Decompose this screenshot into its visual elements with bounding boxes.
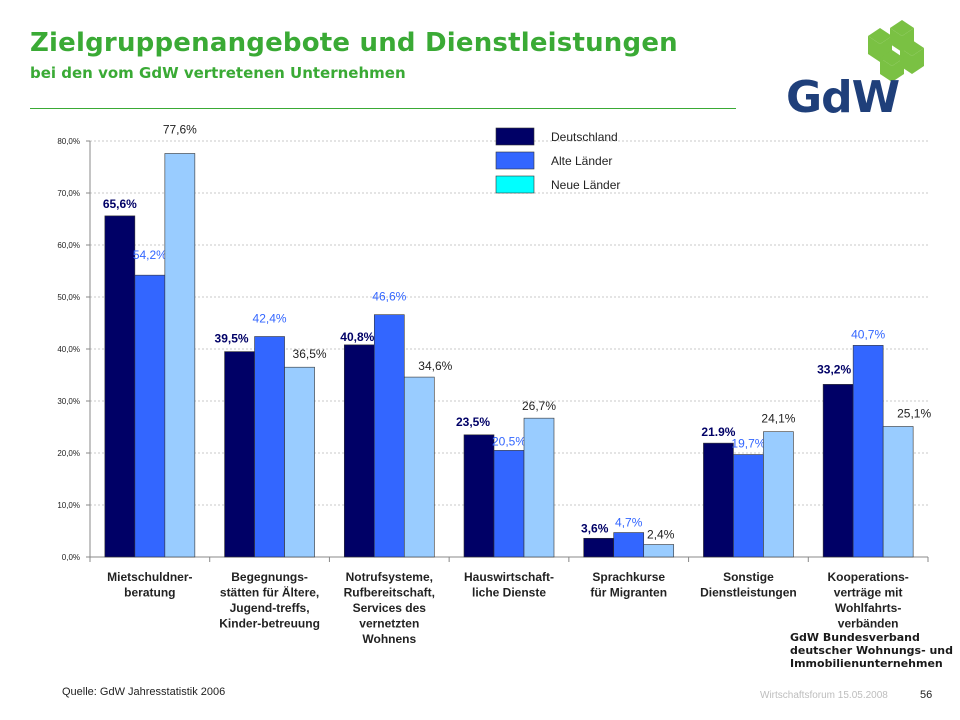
- category-label: Kinder-betreuung: [219, 617, 320, 631]
- bar: [403, 376, 435, 558]
- category-label: Jugend-treffs,: [230, 601, 310, 615]
- bar: [254, 336, 285, 558]
- category-label: stätten für Ältere,: [220, 585, 319, 600]
- category-label: Services des: [353, 601, 427, 615]
- verband-line: deutscher Wohnungs- und: [790, 644, 954, 657]
- category-label: Rufbereitschaft,: [344, 586, 435, 600]
- category-label: liche Dienste: [472, 586, 546, 600]
- category-label: Mietschuldner-: [107, 570, 192, 584]
- data-label: 36,5%: [293, 347, 327, 361]
- data-label: 19,7%: [731, 437, 765, 451]
- legend-swatch: [495, 151, 535, 170]
- data-label: 23,5%: [456, 415, 490, 429]
- category-label: Notrufsysteme,: [346, 570, 433, 584]
- verband-signature: GdW Bundesverband deutscher Wohnungs- un…: [790, 631, 953, 670]
- title-divider: [30, 108, 736, 109]
- category-label: Wohlfahrts-: [835, 601, 901, 615]
- data-label: 39,5%: [215, 332, 249, 346]
- data-label: 3,6%: [581, 521, 609, 535]
- legend-swatch: [495, 127, 535, 146]
- category-label: vernetzten: [359, 617, 419, 631]
- data-label: 21.9%: [701, 425, 735, 439]
- gdw-house-icon: [868, 20, 924, 82]
- bar: [583, 537, 615, 558]
- category-label: Kooperations-: [827, 570, 908, 584]
- legend-label: Alte Länder: [551, 154, 612, 168]
- data-label: 46,6%: [372, 290, 406, 304]
- data-label: 77,6%: [163, 122, 197, 136]
- data-label: 4,7%: [615, 516, 643, 530]
- event-footer: Wirtschaftsforum 15.05.2008: [760, 690, 888, 701]
- gdw-logo-text: GdW: [786, 72, 900, 123]
- category-label: Sprachkurse: [592, 570, 665, 584]
- bar: [733, 454, 764, 558]
- legend-label: Neue Länder: [551, 178, 620, 192]
- bar: [104, 215, 136, 558]
- verband-line: GdW Bundesverband: [790, 631, 920, 644]
- bar: [373, 314, 405, 558]
- bar: [763, 431, 794, 558]
- bar: [134, 274, 166, 558]
- y-tick-label: 50,0%: [57, 293, 80, 302]
- legend-swatch: [495, 175, 535, 194]
- y-tick-label: 20,0%: [57, 449, 80, 458]
- bar: [463, 434, 495, 558]
- bar: [523, 417, 555, 558]
- category-label: Sonstige: [723, 570, 774, 584]
- category-label: verträge mit: [834, 586, 903, 600]
- bar: [164, 153, 196, 558]
- page-number: 56: [920, 689, 933, 701]
- bar: [643, 544, 675, 558]
- y-tick-label: 40,0%: [57, 345, 80, 354]
- bar: [613, 532, 645, 558]
- y-tick-label: 10,0%: [57, 501, 80, 510]
- category-label: beratung: [124, 586, 175, 600]
- category-label: verbänden: [838, 617, 899, 631]
- y-tick-label: 30,0%: [57, 397, 80, 406]
- bar: [882, 426, 914, 558]
- data-label: 26,7%: [522, 399, 556, 413]
- page-title: Zielgruppenangebote und Dienstleistungen: [30, 28, 678, 58]
- bar: [343, 344, 375, 558]
- y-tick-label: 80,0%: [57, 137, 80, 146]
- bar: [852, 345, 884, 558]
- bar: [703, 442, 734, 558]
- legend-label: Deutschland: [551, 130, 618, 144]
- data-label: 65,6%: [103, 197, 137, 211]
- bar: [284, 366, 315, 558]
- bar: [493, 450, 525, 558]
- verband-line: Immobilienunternehmen: [790, 657, 943, 670]
- data-label: 54,2%: [133, 248, 167, 262]
- data-label: 40,8%: [340, 330, 374, 344]
- page-subtitle: bei den vom GdW vertretenen Unternehmen: [30, 64, 406, 82]
- category-label: Begegnungs-: [231, 570, 308, 584]
- category-label: Hauswirtschaft-: [464, 570, 554, 584]
- y-tick-label: 70,0%: [57, 189, 80, 198]
- data-label: 33,2%: [817, 362, 851, 376]
- bar: [224, 351, 255, 558]
- category-label: Dienstleistungen: [700, 586, 797, 600]
- data-label: 42,4%: [253, 312, 287, 326]
- y-tick-label: 60,0%: [57, 241, 80, 250]
- data-label: 2,4%: [647, 528, 675, 542]
- category-label: für Migranten: [590, 586, 667, 600]
- source-note: Quelle: GdW Jahresstatistik 2006: [62, 686, 226, 698]
- bar: [822, 384, 854, 558]
- data-label: 34,6%: [418, 359, 452, 373]
- y-tick-label: 0,0%: [62, 553, 80, 562]
- data-label: 25,1%: [897, 406, 931, 420]
- data-label: 20,5%: [492, 434, 526, 448]
- data-label: 24,1%: [761, 412, 795, 426]
- data-label: 40,7%: [851, 327, 885, 341]
- category-label: Wohnens: [362, 632, 416, 646]
